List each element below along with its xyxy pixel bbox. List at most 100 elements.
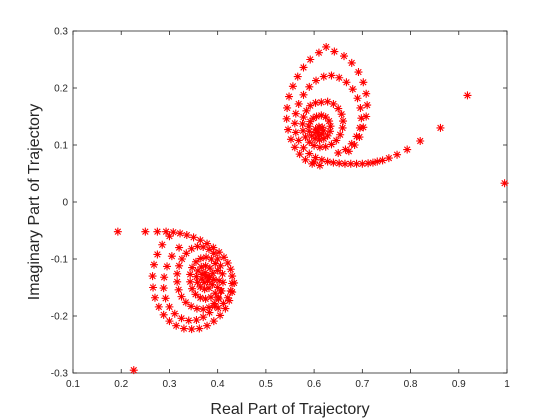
- data-point: [305, 149, 314, 158]
- data-point: [313, 126, 322, 135]
- data-point: [290, 143, 299, 152]
- data-point: [378, 156, 387, 165]
- x-tick-label: 0.8: [404, 379, 418, 390]
- data-point: [326, 122, 335, 131]
- data-point: [209, 249, 218, 258]
- data-point: [129, 366, 138, 375]
- data-point: [315, 143, 324, 152]
- data-point: [359, 123, 368, 132]
- data-point: [282, 114, 291, 123]
- data-point: [208, 269, 217, 278]
- data-point: [211, 259, 220, 268]
- data-point: [214, 304, 223, 313]
- data-point: [148, 272, 157, 281]
- data-point: [307, 131, 316, 140]
- data-point: [215, 248, 224, 257]
- data-point: [332, 136, 341, 145]
- x-tick-label: 0.5: [259, 379, 273, 390]
- data-point: [207, 255, 216, 263]
- data-point: [153, 227, 162, 236]
- data-point: [329, 158, 338, 167]
- data-point: [198, 270, 207, 279]
- y-tick-label: 0.2: [54, 84, 68, 95]
- data-point: [223, 293, 232, 302]
- data-point: [205, 308, 214, 317]
- data-point: [323, 131, 332, 140]
- data-point: [329, 99, 338, 108]
- data-point: [149, 283, 158, 292]
- data-point: [203, 239, 212, 248]
- data-point: [314, 48, 323, 57]
- data-point: [150, 293, 159, 302]
- data-point: [197, 262, 206, 271]
- data-point: [335, 159, 344, 168]
- data-point: [311, 134, 320, 143]
- data-point: [355, 133, 364, 142]
- y-axis-ticks: -0.3 -0.2 -0.1 0 0.1 0.2 0.3: [51, 27, 507, 380]
- data-point: [353, 94, 362, 103]
- data-point: [301, 133, 310, 142]
- data-point: [173, 277, 182, 286]
- data-point: [330, 47, 339, 56]
- data-point: [355, 123, 364, 132]
- data-point: [352, 159, 361, 168]
- data-point: [500, 179, 509, 188]
- data-point: [226, 265, 235, 274]
- data-point: [352, 132, 361, 141]
- data-point: [306, 117, 315, 126]
- data-point: [165, 302, 174, 311]
- data-point: [196, 293, 205, 302]
- data-point: [339, 117, 348, 126]
- data-point: [230, 278, 239, 287]
- data-point: [323, 97, 332, 106]
- data-point: [218, 269, 227, 278]
- data-point: [350, 141, 359, 149]
- data-point: [195, 324, 204, 333]
- data-point: [362, 89, 371, 98]
- data-point: [153, 250, 162, 259]
- data-point: [319, 72, 328, 81]
- data-point: [167, 252, 176, 261]
- data-point: [202, 253, 211, 262]
- data-point: [154, 302, 163, 311]
- data-point: [317, 130, 326, 139]
- data-point: [305, 127, 314, 136]
- data-point: [177, 292, 186, 301]
- data-point: [304, 122, 313, 131]
- data-point: [161, 294, 170, 303]
- data-point: [193, 266, 202, 275]
- data-point: [199, 243, 208, 252]
- data-point: [176, 229, 185, 238]
- data-point: [188, 284, 197, 293]
- data-point: [327, 71, 336, 80]
- data-point: [286, 135, 295, 144]
- data-point: [299, 90, 308, 99]
- data-point: [205, 264, 214, 273]
- data-point: [160, 273, 169, 282]
- data-point: [219, 253, 228, 262]
- x-tick-label: 0.3: [162, 379, 176, 390]
- y-tick-label: -0.2: [51, 312, 69, 323]
- data-point: [196, 236, 205, 245]
- data-point: [310, 141, 319, 150]
- data-point: [299, 126, 308, 135]
- data-point: [158, 240, 167, 249]
- data-point: [340, 159, 349, 168]
- data-point: [186, 270, 195, 279]
- data-point: [317, 98, 326, 107]
- data-point: [312, 76, 321, 85]
- data-point: [213, 283, 222, 292]
- data-point: [192, 315, 201, 324]
- data-point: [312, 112, 321, 121]
- data-point: [336, 130, 345, 139]
- data-point: [199, 305, 208, 314]
- plot-area: [72, 30, 508, 374]
- data-point: [211, 289, 220, 298]
- data-point: [216, 286, 225, 295]
- data-point: [218, 278, 227, 287]
- data-point: [189, 233, 198, 242]
- data-point: [341, 145, 350, 154]
- data-point: [358, 159, 367, 168]
- data-point: [165, 232, 174, 241]
- data-point: [293, 72, 302, 81]
